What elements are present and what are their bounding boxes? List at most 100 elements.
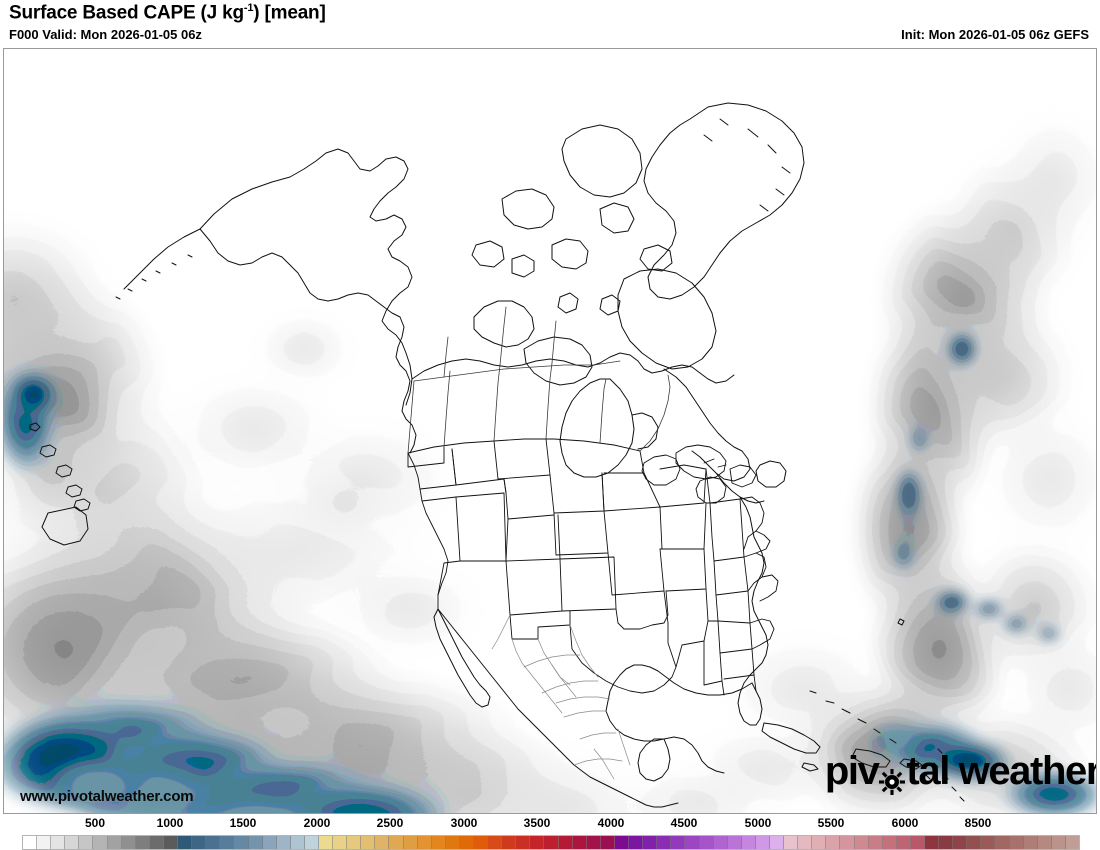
- colorbar-swatch[interactable]: [445, 836, 460, 849]
- colorbar-swatch[interactable]: [37, 836, 52, 849]
- colorbar-swatch[interactable]: [727, 836, 742, 849]
- colorbar-swatch[interactable]: [784, 836, 799, 849]
- colorbar-swatch[interactable]: [530, 836, 545, 849]
- colorbar-swatch[interactable]: [600, 836, 615, 849]
- colorbar-swatch[interactable]: [488, 836, 503, 849]
- colorbar-swatch[interactable]: [65, 836, 80, 849]
- coastline-yucatan: [637, 738, 671, 782]
- colorbar-swatch[interactable]: [769, 836, 785, 849]
- colorbar-swatch[interactable]: [826, 836, 841, 849]
- colorbar-swatch[interactable]: [51, 836, 66, 849]
- colorbar-swatch[interactable]: [741, 836, 756, 849]
- colorbar-swatch[interactable]: [262, 836, 277, 849]
- colorbar-swatch[interactable]: [629, 836, 644, 849]
- colorbar-swatch[interactable]: [192, 836, 207, 849]
- coastline-jamaica: [801, 762, 819, 772]
- colorbar-swatch[interactable]: [375, 836, 390, 849]
- colorbar-swatch[interactable]: [572, 836, 587, 849]
- colorbar-swatch[interactable]: [614, 836, 630, 849]
- colorbar-swatch[interactable]: [995, 836, 1010, 849]
- colorbar-swatch[interactable]: [361, 836, 376, 849]
- coastline-hawaii: [29, 422, 91, 546]
- colorbar-swatch[interactable]: [882, 836, 897, 849]
- colorbar-swatch[interactable]: [953, 836, 968, 849]
- cape-contour-field: [4, 49, 1096, 813]
- colorbar-swatch[interactable]: [459, 836, 474, 849]
- colorbar-swatch[interactable]: [290, 836, 305, 849]
- coastline-aleutians: [123, 228, 201, 290]
- colorbar-swatch[interactable]: [967, 836, 982, 849]
- map-canvas[interactable]: [4, 49, 1096, 813]
- colorbar-swatch[interactable]: [163, 836, 179, 849]
- colorbar-swatch[interactable]: [417, 836, 432, 849]
- colorbar-swatch[interactable]: [502, 836, 517, 849]
- colorbar-swatch[interactable]: [318, 836, 334, 849]
- colorbar-swatch[interactable]: [798, 836, 813, 849]
- colorbar-swatch[interactable]: [121, 836, 136, 849]
- colorbar-tick-label: 3000: [450, 816, 478, 830]
- colorbar-swatch[interactable]: [135, 836, 150, 849]
- colorbar-swatch[interactable]: [107, 836, 122, 849]
- coastline-alaska-south: [199, 228, 401, 318]
- colorbar-swatch[interactable]: [220, 836, 235, 849]
- coastline-aleutian-isles: [115, 254, 193, 300]
- colorbar-swatch[interactable]: [516, 836, 531, 849]
- great-lakes: [675, 444, 727, 480]
- colorbar-swatch[interactable]: [248, 836, 263, 849]
- colorbar-swatch[interactable]: [1051, 836, 1066, 849]
- colorbar-swatch[interactable]: [939, 836, 954, 849]
- colorbar-swatch[interactable]: [1009, 836, 1024, 849]
- colorbar-swatch[interactable]: [755, 836, 770, 849]
- colorbar-swatch[interactable]: [685, 836, 700, 849]
- colorbar-tick-label: 3500: [523, 816, 551, 830]
- colorbar-swatch[interactable]: [868, 836, 883, 849]
- colorbar-tick-label: 2000: [303, 816, 331, 830]
- colorbar-swatch[interactable]: [643, 836, 658, 849]
- colorbar-swatch[interactable]: [1065, 836, 1080, 849]
- page-title-tail: ) [mean]: [253, 2, 326, 24]
- colorbar-swatch[interactable]: [925, 836, 940, 849]
- colorbar-swatch[interactable]: [149, 836, 164, 849]
- coastline-hudson-detail: [631, 412, 659, 450]
- canada-province-borders: [407, 306, 671, 454]
- colorbar-swatch[interactable]: [79, 836, 94, 849]
- colorbar-swatch[interactable]: [1037, 836, 1052, 849]
- colorbar-swatch[interactable]: [854, 836, 869, 849]
- colorbar-swatch[interactable]: [431, 836, 446, 849]
- coastline-arctic-mainland: [411, 352, 735, 384]
- colorbar-tick-label: 6000: [891, 816, 919, 830]
- colorbar-swatch[interactable]: [657, 836, 672, 849]
- colorbar-swatch[interactable]: [713, 836, 728, 849]
- colorbar-swatch[interactable]: [910, 836, 925, 849]
- colorbar-swatch[interactable]: [1023, 836, 1038, 849]
- coastline-newfoundland: [755, 460, 787, 488]
- colorbar-tick-label: 1000: [156, 816, 184, 830]
- colorbar-swatch[interactable]: [558, 836, 573, 849]
- colorbar-swatch-strip[interactable]: [22, 835, 1080, 850]
- colorbar-swatch[interactable]: [699, 836, 714, 849]
- colorbar-swatch[interactable]: [23, 836, 38, 849]
- colorbar-swatch[interactable]: [474, 836, 489, 849]
- colorbar-swatch[interactable]: [981, 836, 996, 849]
- colorbar-swatch[interactable]: [389, 836, 404, 849]
- colorbar-swatch[interactable]: [93, 836, 108, 849]
- colorbar-swatch[interactable]: [234, 836, 249, 849]
- colorbar-swatch[interactable]: [896, 836, 911, 849]
- colorbar-swatch[interactable]: [304, 836, 319, 849]
- colorbar-swatch[interactable]: [812, 836, 827, 849]
- colorbar-swatch[interactable]: [403, 836, 418, 849]
- colorbar-swatch[interactable]: [544, 836, 559, 849]
- colorbar-swatch[interactable]: [840, 836, 855, 849]
- map-frame[interactable]: www.pivotalweather.com piv: [3, 48, 1097, 814]
- colorbar-swatch[interactable]: [347, 836, 362, 849]
- colorbar-swatch[interactable]: [333, 836, 348, 849]
- colorbar-swatch[interactable]: [276, 836, 291, 849]
- logo-text-post: tal weather: [906, 749, 1097, 793]
- logo-text-pre: piv: [824, 749, 880, 793]
- colorbar-swatch[interactable]: [178, 836, 193, 849]
- colorbar-swatch[interactable]: [586, 836, 601, 849]
- colorbar[interactable]: 500 1000 1500 2000 2500 3000 3500 4000 4500 5000 5…: [0, 816, 1100, 850]
- coastline-bahamas: [809, 690, 897, 744]
- colorbar-swatch[interactable]: [206, 836, 221, 849]
- colorbar-swatch[interactable]: [671, 836, 686, 849]
